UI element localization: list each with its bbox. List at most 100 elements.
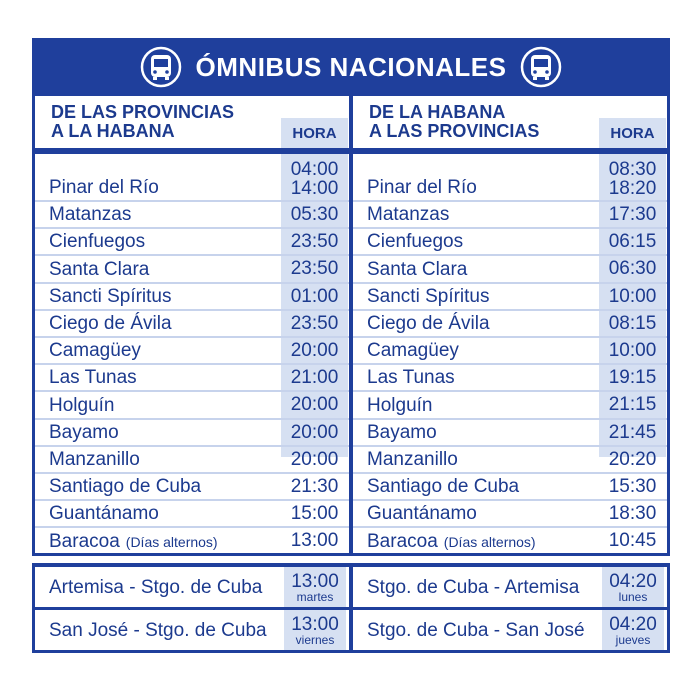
city-name: Bayamo (367, 421, 437, 443)
city-name: Camagüey (367, 340, 459, 362)
time: 08:30 (608, 158, 657, 180)
row: Matanzas 17:30 (353, 201, 667, 228)
row-separator (353, 472, 667, 474)
city-name: Santiago de Cuba (367, 476, 520, 498)
row: Camagüey 20:00 (35, 337, 349, 364)
route: Stgo. de Cuba - San José (367, 620, 585, 641)
row: Las Tunas 21:00 (35, 364, 349, 391)
hour-column (599, 154, 666, 457)
time: 20:20 (608, 448, 657, 470)
city: Matanzas (367, 205, 449, 224)
city: Ciego de Ávila (367, 314, 490, 333)
city: Bayamo (367, 423, 437, 442)
times: 20:00 (281, 337, 348, 364)
times: 15:30 (599, 473, 666, 500)
times: 15:00 (281, 500, 348, 527)
time: 20:00 (290, 421, 339, 443)
time: 14:00 (290, 177, 339, 199)
bus-icon (140, 46, 181, 88)
bus-icon (521, 46, 562, 88)
row: Santiago de Cuba 21:30 (35, 473, 349, 500)
row: Santa Clara 23:50 (35, 255, 349, 282)
city-name: Guantánamo (49, 503, 159, 525)
city: Guantánamo (49, 504, 159, 523)
row-separator (35, 200, 349, 202)
time: 10:00 (608, 285, 657, 307)
time: 05:30 (290, 204, 339, 226)
time: 23:50 (290, 231, 339, 253)
city: Las Tunas (367, 368, 455, 387)
time: 21:00 (290, 367, 339, 389)
day: viernes (295, 632, 335, 647)
city-name: Matanzas (367, 204, 450, 226)
extra-time-cell: 13:00 viernes (284, 610, 346, 650)
row: Bayamo 20:00 (35, 419, 349, 446)
time: 20:00 (290, 394, 339, 416)
city-name: Holguín (49, 394, 115, 416)
city-name: Sancti Spíritus (49, 285, 172, 307)
row-separator (353, 499, 667, 502)
city: Matanzas (49, 205, 131, 224)
city: Baracoa (Días alternos) (367, 532, 536, 551)
row: Guantánamo 18:30 (353, 500, 667, 527)
city-name: Holguín (367, 394, 433, 416)
extra-time-cell: 04:20 jueves (602, 610, 664, 650)
times: 21:00 (281, 364, 348, 391)
row: Holguín 20:00 (35, 391, 349, 418)
times: 04:00 14:00 (281, 156, 348, 201)
city: Santa Clara (367, 260, 467, 279)
row: Bayamo 21:45 (353, 419, 667, 446)
city-name: Guantánamo (367, 503, 477, 525)
city: Santiago de Cuba (367, 477, 519, 496)
hour-header: HORA (599, 118, 666, 148)
city-name: Cienfuegos (49, 231, 146, 253)
row: Cienfuegos 06:15 (353, 228, 667, 255)
times: 10:00 (599, 283, 666, 310)
city: Manzanillo (367, 450, 458, 469)
times: 10:00 (599, 337, 666, 364)
route: Stgo. de Cuba - Artemisa (367, 577, 580, 598)
row: Pinar del Río 04:00 14:00 (35, 156, 349, 201)
hour-header: HORA (281, 118, 348, 148)
time: 18:20 (608, 177, 657, 199)
row: Santa Clara 06:30 (353, 255, 667, 282)
row-separator (353, 417, 667, 420)
times: 08:15 (599, 310, 666, 337)
row: Cienfuegos 23:50 (35, 228, 349, 255)
row-separator (353, 363, 667, 366)
city-name: Ciego de Ávila (367, 312, 490, 334)
row: Las Tunas 19:15 (353, 364, 667, 391)
row-separator (353, 254, 667, 257)
city: Pinar del Río (367, 178, 477, 197)
city: Ciego de Ávila (49, 314, 172, 333)
note: (Días alternos) (125, 533, 218, 550)
note: (Días alternos) (443, 533, 536, 550)
row: Sancti Spíritus 10:00 (353, 283, 667, 310)
route: Artemisa - Stgo. de Cuba (49, 577, 263, 598)
time: 15:30 (608, 476, 657, 498)
row: Baracoa (Días alternos) 10:45 (353, 527, 667, 554)
time: 10:45 (608, 530, 657, 552)
times: 10:45 (599, 527, 666, 554)
row-separator (35, 526, 349, 529)
times: 23:50 (281, 310, 348, 337)
time: 21:30 (290, 476, 339, 498)
row-separator (353, 526, 667, 529)
title-bar: ÓMNIBUS NACIONALES (32, 38, 670, 96)
city: Camagüey (367, 341, 459, 360)
row-separator (35, 417, 349, 420)
city-name: Santa Clara (49, 258, 150, 280)
times: 20:00 (281, 446, 348, 473)
row-separator (353, 227, 667, 230)
row: Baracoa (Días alternos) 13:00 (35, 527, 349, 554)
header-rule (353, 148, 667, 154)
time: 13:00 (291, 613, 339, 635)
city-name: Ciego de Ávila (49, 312, 172, 334)
city-name: Sancti Spíritus (367, 285, 490, 307)
row: Ciego de Ávila 23:50 (35, 310, 349, 337)
day: lunes (618, 589, 648, 604)
row-separator (35, 308, 349, 311)
city: Cienfuegos (367, 232, 463, 251)
city-name: Pinar del Río (367, 177, 477, 198)
